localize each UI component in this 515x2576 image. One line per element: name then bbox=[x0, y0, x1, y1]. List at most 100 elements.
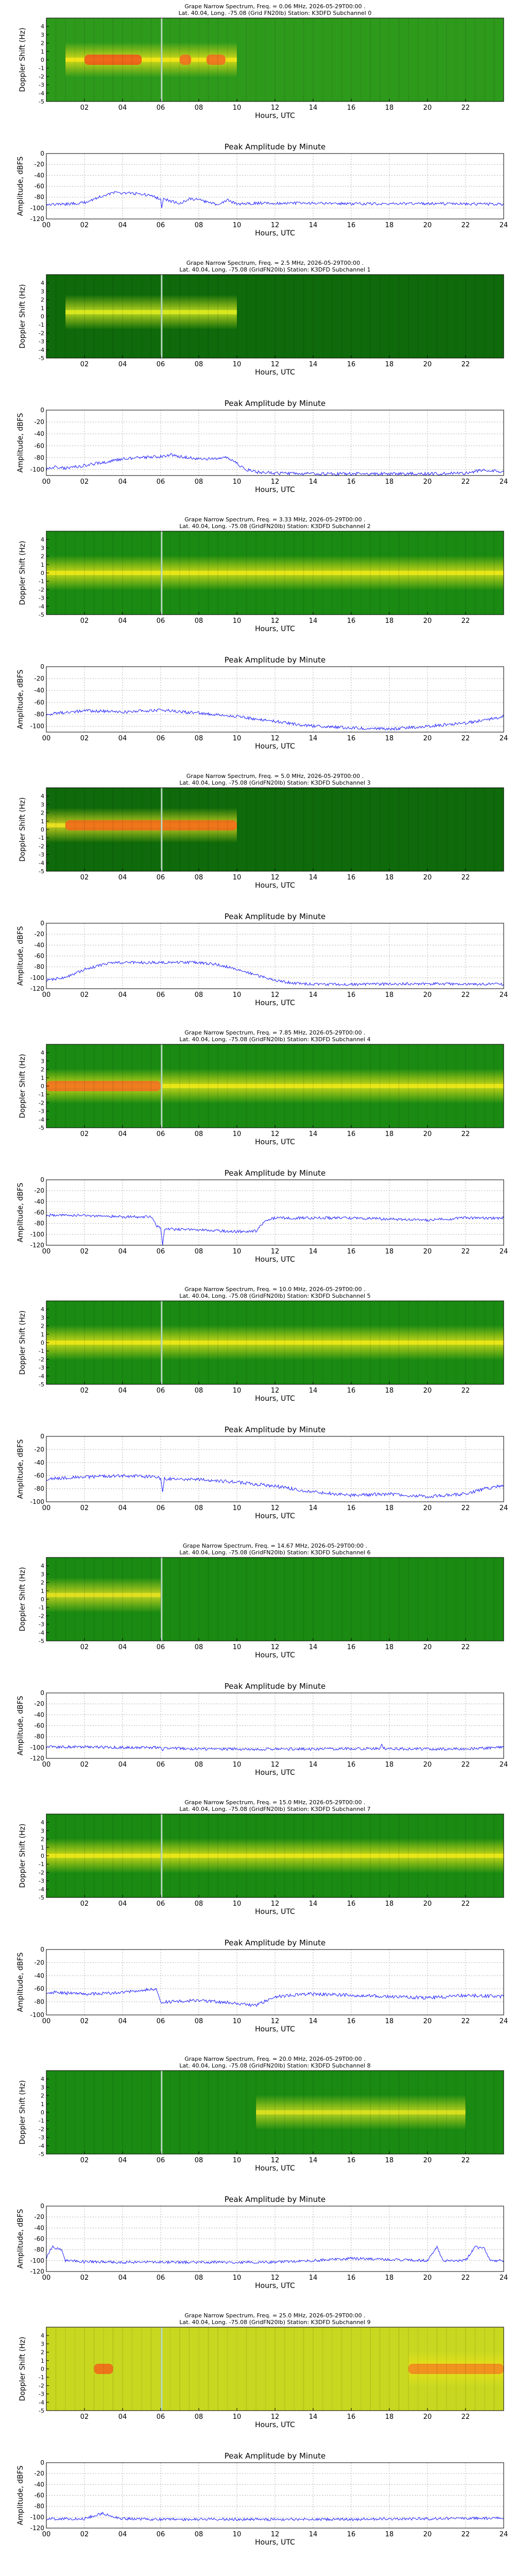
spectrum-x-tick-label: 10 bbox=[233, 104, 242, 112]
amplitude-series-line bbox=[46, 2245, 504, 2265]
amplitude-y-tick-label: 0 bbox=[40, 1176, 44, 1183]
amplitude-x-axis-label: Hours, UTC bbox=[255, 999, 295, 1007]
spectrum-x-tick-label: 14 bbox=[309, 1643, 318, 1651]
amplitude-x-tick-label: 04 bbox=[118, 2018, 127, 2025]
spectrum-hotspot bbox=[46, 1081, 161, 1091]
amplitude-panel-17: Peak Amplitude by Minute 0 -20 -40 -60 -80 -10… bbox=[16, 2195, 508, 2290]
amplitude-y-tick-label: -40 bbox=[34, 2481, 44, 2488]
amplitude-x-tick-label: 02 bbox=[80, 478, 89, 486]
amplitude-frame bbox=[46, 2206, 504, 2272]
spectrum-y-tick-label: 1 bbox=[41, 1844, 44, 1851]
amplitude-x-tick-label: 22 bbox=[461, 991, 470, 999]
spectrum-carrier-line bbox=[46, 1084, 504, 1088]
amplitude-y-tick-label: -60 bbox=[34, 1472, 44, 1479]
spectrum-y-tick-label: -1 bbox=[39, 2117, 44, 2124]
spectrum-subtitle: Lat. 40.04, Long. -75.08 (GridFN20lb) St… bbox=[179, 1036, 370, 1043]
spectrum-y-tick-label: 1 bbox=[41, 48, 44, 55]
spectrum-y-tick-label: -2 bbox=[39, 1099, 44, 1106]
amplitude-y-tick-label: -20 bbox=[34, 1187, 44, 1194]
amplitude-y-tick-label: -40 bbox=[34, 1198, 44, 1205]
spectrum-x-tick-label: 08 bbox=[195, 617, 203, 625]
amplitude-frame bbox=[46, 410, 504, 476]
amplitude-title: Peak Amplitude by Minute bbox=[225, 1682, 325, 1691]
spectrum-x-tick-label: 08 bbox=[195, 2157, 203, 2164]
amplitude-x-tick-label: 18 bbox=[385, 2531, 394, 2538]
amplitude-y-tick-label: -20 bbox=[34, 1446, 44, 1453]
amplitude-x-tick-label: 08 bbox=[195, 991, 203, 999]
amplitude-x-tick-label: 22 bbox=[461, 2018, 470, 2025]
spectrum-carrier-line bbox=[46, 1592, 161, 1597]
amplitude-y-axis-label: Amplitude, dBFS bbox=[16, 2465, 25, 2525]
spectrum-y-tick-label: -2 bbox=[39, 73, 44, 80]
spectrum-x-tick-label: 02 bbox=[80, 1387, 89, 1395]
amplitude-y-tick-label: -40 bbox=[34, 430, 44, 437]
amplitude-x-tick-label: 14 bbox=[309, 2531, 318, 2538]
spectrum-y-tick-label: 1 bbox=[41, 2358, 44, 2364]
spectrum-x-tick-label: 06 bbox=[157, 361, 165, 368]
spectrum-y-axis-label: Doppler Shift (Hz) bbox=[19, 1824, 27, 1888]
spectrum-x-tick-label: 14 bbox=[309, 2413, 318, 2421]
spectrum-y-tick-label: 1 bbox=[41, 562, 44, 568]
spectrum-y-axis-label: Doppler Shift (Hz) bbox=[19, 1567, 27, 1632]
amplitude-frame bbox=[46, 1179, 504, 1246]
spectrum-y-tick-label: -2 bbox=[39, 1613, 44, 1619]
spectrum-y-axis-label: Doppler Shift (Hz) bbox=[19, 28, 27, 92]
spectrum-y-tick-label: -5 bbox=[39, 2151, 44, 2158]
spectrum-carrier-line bbox=[46, 571, 504, 575]
amplitude-y-tick-label: -120 bbox=[30, 2268, 44, 2275]
spectrum-y-tick-label: 4 bbox=[41, 1819, 44, 1826]
spectrum-y-tick-label: 3 bbox=[41, 2084, 44, 2091]
spectrum-y-tick-label: -2 bbox=[39, 2126, 44, 2132]
spectrum-x-axis-label: Hours, UTC bbox=[255, 1908, 295, 1916]
spectrum-x-tick-label: 20 bbox=[423, 361, 432, 368]
amplitude-y-tick-label: -60 bbox=[34, 183, 44, 190]
amplitude-y-tick-label: -60 bbox=[34, 953, 44, 960]
spectrum-x-tick-label: 12 bbox=[271, 617, 280, 625]
spectrum-y-tick-label: -4 bbox=[39, 1886, 44, 1893]
amplitude-y-tick-label: -60 bbox=[34, 1985, 44, 1992]
spectrum-x-tick-label: 12 bbox=[271, 1900, 280, 1908]
amplitude-x-axis-label: Hours, UTC bbox=[255, 2282, 295, 2290]
amplitude-x-tick-label: 14 bbox=[309, 1504, 318, 1512]
spectrum-y-tick-label: 0 bbox=[41, 1596, 44, 1603]
spectrum-panel-8: Grape Narrow Spectrum, Freq. = 7.85 MHz,… bbox=[19, 1029, 504, 1146]
amplitude-x-tick-label: 22 bbox=[461, 478, 470, 486]
amplitude-x-tick-label: 20 bbox=[423, 991, 432, 999]
spectrum-x-tick-label: 14 bbox=[309, 1387, 318, 1395]
amplitude-x-axis-label: Hours, UTC bbox=[255, 1256, 295, 1264]
spectrum-x-tick-label: 20 bbox=[423, 104, 432, 112]
spectrum-y-tick-label: -1 bbox=[39, 65, 44, 72]
spectrum-y-tick-label: -1 bbox=[39, 1091, 44, 1098]
spectrum-y-tick-label: -3 bbox=[39, 2134, 44, 2141]
amplitude-x-tick-label: 14 bbox=[309, 1248, 318, 1256]
spectrum-y-tick-label: 4 bbox=[41, 2332, 44, 2339]
amplitude-y-axis-label: Amplitude, dBFS bbox=[16, 156, 25, 216]
spectrum-x-tick-label: 02 bbox=[80, 361, 89, 368]
amplitude-x-tick-label: 00 bbox=[42, 991, 51, 999]
amplitude-y-axis-label: Amplitude, dBFS bbox=[16, 669, 25, 729]
spectrum-x-tick-label: 22 bbox=[461, 1643, 470, 1651]
amplitude-x-tick-label: 04 bbox=[118, 735, 127, 742]
spectrum-x-tick-label: 20 bbox=[423, 1387, 432, 1395]
amplitude-x-tick-label: 10 bbox=[233, 2018, 242, 2025]
spectrum-x-axis-label: Hours, UTC bbox=[255, 112, 295, 120]
spectrum-x-tick-label: 08 bbox=[195, 104, 203, 112]
amplitude-x-axis-label: Hours, UTC bbox=[255, 2538, 295, 2547]
spectrum-y-tick-label: 4 bbox=[41, 23, 44, 30]
spectrum-y-tick-label: -3 bbox=[39, 1621, 44, 1628]
spectrum-x-tick-label: 10 bbox=[233, 1387, 242, 1395]
amplitude-series-line bbox=[46, 453, 504, 476]
amplitude-y-tick-label: -80 bbox=[34, 454, 44, 461]
spectrum-x-tick-label: 04 bbox=[118, 2413, 127, 2421]
spectrum-y-tick-label: -1 bbox=[39, 1604, 44, 1611]
spectrum-x-tick-label: 10 bbox=[233, 1130, 242, 1138]
spectrum-y-tick-label: 0 bbox=[41, 2109, 44, 2116]
spectrum-x-tick-label: 10 bbox=[233, 2413, 242, 2421]
spectrum-y-tick-label: 0 bbox=[41, 1853, 44, 1859]
spectrum-x-tick-label: 12 bbox=[271, 2413, 280, 2421]
amplitude-y-tick-label: -80 bbox=[34, 963, 44, 971]
amplitude-y-tick-label: -60 bbox=[34, 1722, 44, 1730]
spectrum-x-tick-label: 18 bbox=[385, 361, 394, 368]
spectrum-x-tick-label: 04 bbox=[118, 1643, 127, 1651]
amplitude-x-tick-label: 24 bbox=[500, 1248, 508, 1256]
